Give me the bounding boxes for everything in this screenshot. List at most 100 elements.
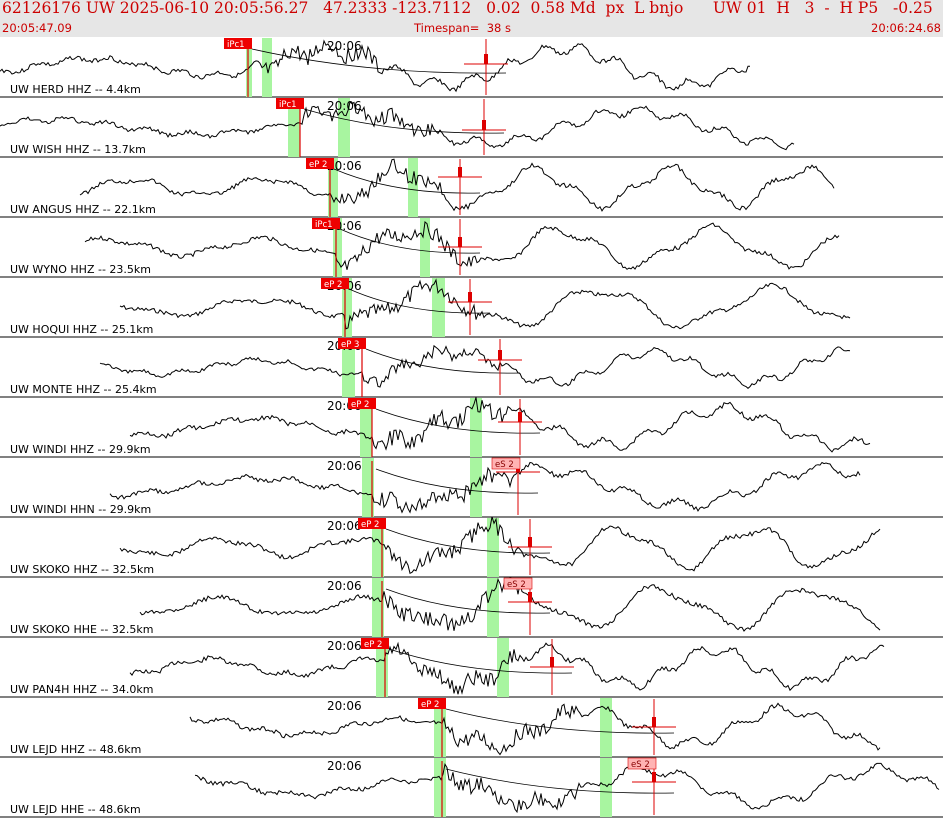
waveform xyxy=(0,100,795,151)
pick-label[interactable]: eS 2 xyxy=(495,460,514,470)
travel-time-curve xyxy=(385,528,551,554)
pick-window xyxy=(288,98,300,157)
travel-time-curve xyxy=(385,588,551,614)
pick-label[interactable]: eP 2 xyxy=(421,700,439,710)
station-label: UW HERD HHZ -- 4.4km xyxy=(10,83,141,96)
pick-window xyxy=(470,458,482,517)
predicted-s-tick xyxy=(458,237,462,247)
pick-label[interactable]: eP 2 xyxy=(361,520,379,530)
pick-label[interactable]: iPc1 xyxy=(227,40,245,50)
pick-label[interactable]: eS 2 xyxy=(507,580,526,590)
pick-window xyxy=(600,758,612,817)
pick-window xyxy=(333,218,342,277)
pick-label[interactable]: eS 2 xyxy=(631,760,650,770)
waveform xyxy=(0,39,750,93)
travel-time-curve xyxy=(251,48,507,74)
predicted-s-tick xyxy=(550,657,554,667)
predicted-s-tick xyxy=(498,350,502,360)
travel-time-curve xyxy=(339,228,481,254)
pick-label-box[interactable] xyxy=(627,757,657,770)
travel-time-curve xyxy=(375,408,541,434)
pick-label-box[interactable] xyxy=(306,158,334,169)
pick-label[interactable]: eP 3 xyxy=(341,340,359,350)
pick-window xyxy=(432,278,445,337)
waveform xyxy=(119,278,851,330)
time-tick-label: 20:06 xyxy=(327,99,362,113)
travel-time-curve xyxy=(333,168,481,194)
station-label: UW ANGUS HHZ -- 22.1km xyxy=(10,203,156,216)
pick-window xyxy=(487,518,499,577)
pick-window xyxy=(342,278,352,337)
trace-row[interactable]: 20:06 eP 2 UW LEJD HHZ -- 48.6km xyxy=(0,698,943,758)
pick-window xyxy=(600,698,612,757)
waveform xyxy=(109,461,861,514)
event-summary-line: 62126176 UW 2025-06-10 20:05:56.27 47.23… xyxy=(2,0,943,17)
station-label: UW MONTE HHZ -- 25.4km xyxy=(10,383,157,396)
trace-row[interactable]: 20:06 eS 2 UW SKOKO HHE -- 32.5km xyxy=(0,577,943,638)
station-label: UW WINDI HHN -- 29.9km xyxy=(10,503,151,516)
pick-label[interactable]: eP 2 xyxy=(364,640,382,650)
pick-label-box[interactable] xyxy=(348,398,376,409)
travel-time-curve xyxy=(445,768,675,794)
waveform xyxy=(129,397,871,453)
pick-label-box[interactable] xyxy=(321,278,349,289)
time-tick-label: 20:06 xyxy=(327,699,362,713)
pick-window xyxy=(408,158,418,217)
pick-window xyxy=(487,578,499,637)
pick-window xyxy=(328,158,338,217)
predicted-s-tick xyxy=(652,772,656,782)
pick-label-box[interactable] xyxy=(418,698,446,709)
pick-window xyxy=(342,338,355,397)
trace-row[interactable]: 20:06 iPc1 UW WISH HHZ -- 13.7km xyxy=(0,98,943,158)
header-bar: 62126176 UW 2025-06-10 20:05:56.27 47.23… xyxy=(0,0,943,37)
pick-window xyxy=(420,218,430,277)
time-tick-label: 20:06 xyxy=(327,519,362,533)
trace-row[interactable]: 20:06 eP 2 UW SKOKO HHZ -- 32.5km xyxy=(0,516,943,578)
pick-label[interactable]: eP 2 xyxy=(351,400,369,410)
timespan-label: Timespan= 38 s xyxy=(414,21,511,35)
pick-label-box[interactable] xyxy=(358,518,386,529)
station-label: UW LEJD HHZ -- 48.6km xyxy=(10,743,141,756)
travel-time-curve xyxy=(303,108,505,134)
waveform xyxy=(99,344,851,389)
pick-label[interactable]: iPc1 xyxy=(279,100,297,110)
pick-window xyxy=(434,698,446,757)
travel-time-curve xyxy=(375,468,539,494)
predicted-s-tick xyxy=(458,167,462,177)
predicted-s-tick xyxy=(528,592,532,602)
trace-row[interactable]: 20:06 eS 2 UW LEJD HHE -- 48.6km xyxy=(0,757,943,818)
travel-time-curve xyxy=(388,648,573,674)
pick-label-box[interactable] xyxy=(503,577,533,590)
pick-label-box[interactable] xyxy=(491,457,521,470)
station-label: UW PAN4H HHZ -- 34.0km xyxy=(10,683,153,696)
pick-label-box[interactable] xyxy=(276,98,304,109)
time-tick-label: 20:06 xyxy=(327,639,362,653)
pick-label-box[interactable] xyxy=(338,338,366,349)
pick-label[interactable]: eP 2 xyxy=(324,280,342,290)
waveform xyxy=(79,158,835,212)
station-label: UW SKOKO HHZ -- 32.5km xyxy=(10,563,154,576)
trace-row[interactable]: 20:06 iPc1 UW HERD HHZ -- 4.4km xyxy=(0,38,943,98)
pick-label-box[interactable] xyxy=(361,638,389,649)
station-label: UW WISH HHZ -- 13.7km xyxy=(10,143,146,156)
station-label: UW SKOKO HHE -- 32.5km xyxy=(10,623,153,636)
pick-label[interactable]: eP 2 xyxy=(309,160,327,170)
pick-label-box[interactable] xyxy=(312,218,340,229)
start-time-label: 20:05:47.09 xyxy=(2,21,72,35)
trace-row[interactable]: 20:06 eP 2 UW PAN4H HHZ -- 34.0km xyxy=(0,638,943,698)
pick-label-box[interactable] xyxy=(224,38,252,49)
trace-row[interactable]: 20:06 eS 2 UW WINDI HHN -- 29.9km xyxy=(0,457,943,518)
pick-label[interactable]: iPc1 xyxy=(315,220,333,230)
station-label: UW HOQUI HHZ -- 25.1km xyxy=(10,323,153,336)
time-tick-label: 20:06 xyxy=(327,579,362,593)
predicted-s-tick xyxy=(484,54,488,64)
pick-window xyxy=(360,398,372,457)
pick-window xyxy=(470,398,482,457)
station-label: UW WYNO HHZ -- 23.5km xyxy=(10,263,151,276)
